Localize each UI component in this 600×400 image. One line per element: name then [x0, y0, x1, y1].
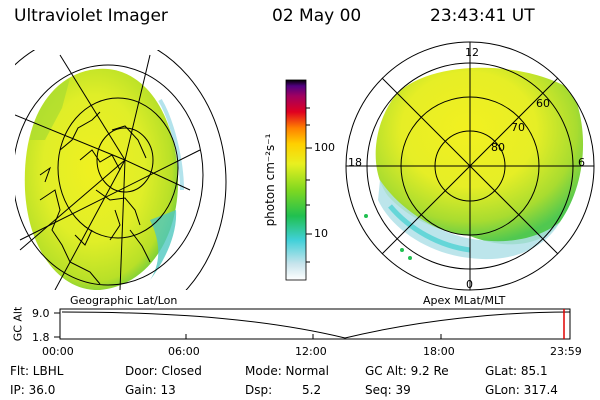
colorbar [285, 79, 312, 281]
mlt-label-left: 18 [348, 156, 362, 169]
altitude-xtick-2: 12:00 [295, 345, 327, 358]
mlt-label-bottom: 0 [466, 278, 473, 291]
info-gc-alt: GC Alt: 9.2 Re [365, 364, 449, 378]
info-dsp-value: 5.2 [302, 383, 322, 397]
colorbar-tick-10: 10 [314, 227, 328, 240]
altitude-xtick-3: 18:00 [423, 345, 455, 358]
info-seq: Seq: 39 [365, 383, 411, 397]
mlt-label-top: 12 [465, 46, 479, 59]
time-label: 23:43:41 UT [430, 6, 535, 26]
info-gain: Gain: 13 [125, 383, 176, 397]
colorbar-tick-100: 100 [314, 141, 335, 154]
info-glon: GLon: 317.4 [485, 383, 558, 397]
instrument-title: Ultraviolet Imager [14, 6, 168, 26]
altitude-ylabel: GC Alt [11, 306, 25, 342]
altitude-ytick-high: 9.0 [32, 307, 50, 320]
altitude-xtick-1: 06:00 [168, 345, 200, 358]
info-door: Door: Closed [125, 364, 202, 378]
mlat-label-80: 80 [491, 141, 505, 154]
info-mode: Mode: Normal [245, 364, 329, 378]
mlt-label-right: 6 [578, 156, 585, 169]
altitude-xtick-0: 00:00 [42, 345, 74, 358]
mlat-label-60: 60 [536, 97, 550, 110]
info-dsp-label: Dsp: [245, 383, 273, 397]
mlat-label-70: 70 [511, 121, 525, 134]
altitude-ytick-low: 1.8 [32, 331, 50, 344]
info-glat: GLat: 85.1 [485, 364, 548, 378]
colorbar-unit-label: photon cm⁻²s⁻¹ [263, 133, 277, 227]
polar-map [345, 41, 595, 291]
altitude-xtick-4: 23:59 [550, 345, 582, 358]
polar-panel-label: Apex MLat/MLT [423, 294, 506, 307]
info-filter: Flt: LBHL [10, 364, 64, 378]
altitude-plot [54, 308, 571, 340]
info-ip: IP: 36.0 [10, 383, 56, 397]
date-label: 02 May 00 [272, 6, 362, 26]
geo-panel-label: Geographic Lat/Lon [70, 294, 178, 307]
geographic-map [15, 50, 227, 290]
